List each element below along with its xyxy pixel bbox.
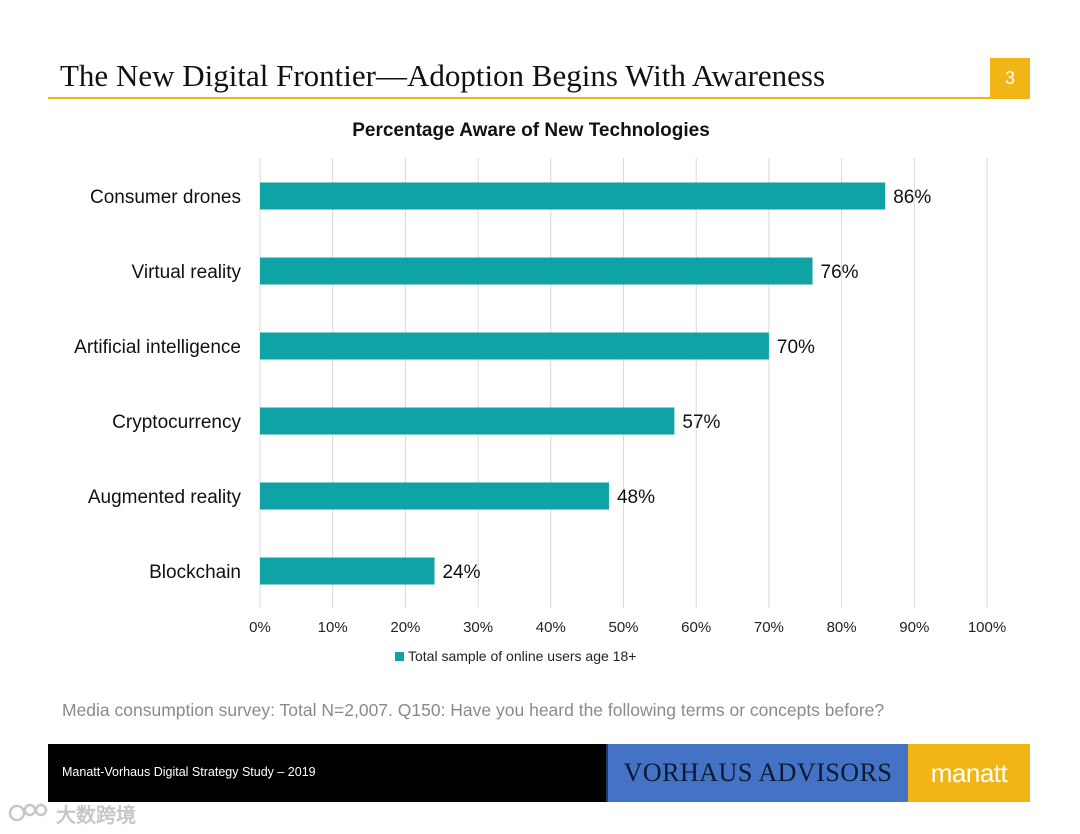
bar-value-label: 86%	[893, 187, 931, 208]
x-tick-label: 60%	[681, 619, 711, 636]
bar	[260, 557, 435, 585]
bar	[260, 182, 886, 210]
footer-bar: Manatt-Vorhaus Digital Strategy Study – …	[48, 744, 1030, 802]
bar	[260, 482, 609, 510]
category-label: Artificial intelligence	[74, 337, 241, 358]
bar	[260, 332, 769, 360]
manatt-logo-text: manatt	[930, 757, 1008, 788]
x-tick-label: 50%	[608, 619, 638, 636]
bar	[260, 257, 813, 285]
slide-title: The New Digital Frontier—Adoption Begins…	[60, 58, 826, 93]
x-tick-label: 20%	[390, 619, 420, 636]
title-divider	[48, 97, 1030, 99]
watermark-text: 大数跨境	[56, 804, 136, 827]
x-tick-label: 100%	[968, 619, 1006, 636]
bar-value-label: 24%	[442, 562, 480, 583]
bar-value-label: 76%	[821, 262, 859, 283]
category-label: Consumer drones	[90, 187, 241, 208]
bar-value-label: 70%	[777, 337, 815, 358]
x-tick-label: 90%	[899, 619, 929, 636]
footer-study-label: Manatt-Vorhaus Digital Strategy Study – …	[62, 765, 316, 779]
x-tick-label: 10%	[318, 619, 348, 636]
footer-study-panel: Manatt-Vorhaus Digital Strategy Study – …	[48, 744, 606, 802]
x-tick-label: 0%	[249, 619, 271, 636]
legend-label: Total sample of online users age 18+	[408, 648, 636, 664]
x-tick-label: 30%	[463, 619, 493, 636]
bar-value-label: 57%	[682, 412, 720, 433]
manatt-logo: manatt	[908, 744, 1030, 802]
watermark-logo-icon	[8, 803, 48, 822]
x-tick-label: 40%	[536, 619, 566, 636]
category-label: Blockchain	[149, 562, 241, 583]
bar	[260, 407, 675, 435]
vorhaus-logo-text: VORHAUS ADVISORS	[623, 758, 893, 787]
awareness-bar-chart: Percentage Aware of New Technologies 0% 10…	[74, 120, 1006, 664]
category-label: Virtual reality	[132, 262, 242, 283]
watermark: 大数跨境	[8, 800, 136, 827]
survey-caption: Media consumption survey: Total N=2,007.…	[62, 700, 885, 720]
category-label: Cryptocurrency	[112, 412, 241, 433]
x-tick-label: 80%	[827, 619, 857, 636]
legend-swatch	[395, 652, 404, 661]
page-number-badge: 3	[990, 58, 1030, 98]
vorhaus-logo: VORHAUS ADVISORS	[606, 744, 908, 802]
category-label: Augmented reality	[88, 487, 242, 508]
x-tick-label: 70%	[754, 619, 784, 636]
bar-value-label: 48%	[617, 487, 655, 508]
chart-title: Percentage Aware of New Technologies	[352, 120, 710, 141]
